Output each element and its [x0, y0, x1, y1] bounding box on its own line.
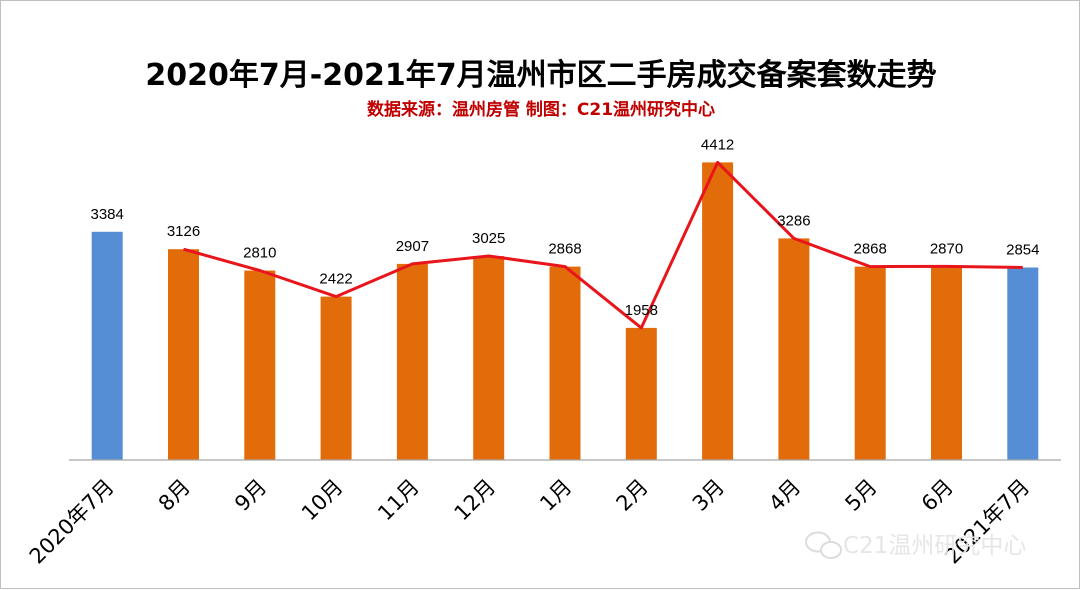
bar	[702, 162, 734, 460]
bar	[854, 266, 886, 460]
bars-group	[91, 162, 1039, 460]
bar	[168, 249, 199, 460]
x-tick-label: 2月	[612, 475, 653, 516]
data-labels-group: 3384 3126 2810 2422 2907 3025 2868 1958 4412 3286…	[91, 136, 1040, 319]
wechat-icon	[805, 531, 842, 559]
data-label: 3286	[777, 212, 810, 229]
bar	[244, 270, 276, 460]
x-tick-label: 6月	[917, 475, 958, 516]
data-label: 2810	[243, 245, 276, 262]
data-label: 1958	[625, 302, 658, 319]
x-tick-label: 3月	[688, 475, 729, 516]
bar	[1007, 267, 1039, 460]
data-label: 2868	[548, 241, 581, 258]
bar	[91, 231, 123, 460]
bar	[931, 266, 962, 460]
x-tick-label: 2020年7月	[25, 475, 119, 569]
data-label: 3126	[167, 223, 200, 240]
bar	[778, 238, 810, 460]
x-tick-label: 10月	[297, 475, 348, 526]
trend-line	[183, 160, 1023, 330]
bar	[549, 266, 581, 460]
chart-subtitle: 数据来源：温州房管 制图：C21温州研究中心	[367, 99, 715, 120]
x-tick-label: 4月	[764, 475, 805, 516]
x-tick-label: 8月	[154, 475, 195, 516]
bar	[396, 263, 428, 460]
bar	[473, 256, 505, 460]
data-label: 2422	[319, 271, 352, 288]
x-tick-label: 1月	[535, 475, 576, 516]
data-label: 4412	[701, 136, 734, 153]
x-tick-label: 12月	[450, 475, 501, 526]
data-label: 3025	[472, 230, 505, 247]
data-label: 2868	[854, 241, 887, 258]
x-tick-label: 11月	[373, 475, 424, 526]
watermark-text: C21温州研究中心	[843, 533, 1026, 559]
data-label: 2907	[396, 238, 429, 255]
watermark: C21温州研究中心	[805, 531, 1026, 559]
bar	[625, 327, 657, 460]
data-label: 3384	[91, 206, 124, 223]
data-label: 2870	[930, 240, 963, 257]
chart-title: 2020年7月-2021年7月温州市区二手房成交备案套数走势	[145, 58, 936, 93]
x-tick-label: 5月	[840, 475, 881, 516]
x-tick-label: 9月	[230, 475, 271, 516]
data-label: 2854	[1006, 242, 1039, 259]
bar	[320, 296, 352, 460]
